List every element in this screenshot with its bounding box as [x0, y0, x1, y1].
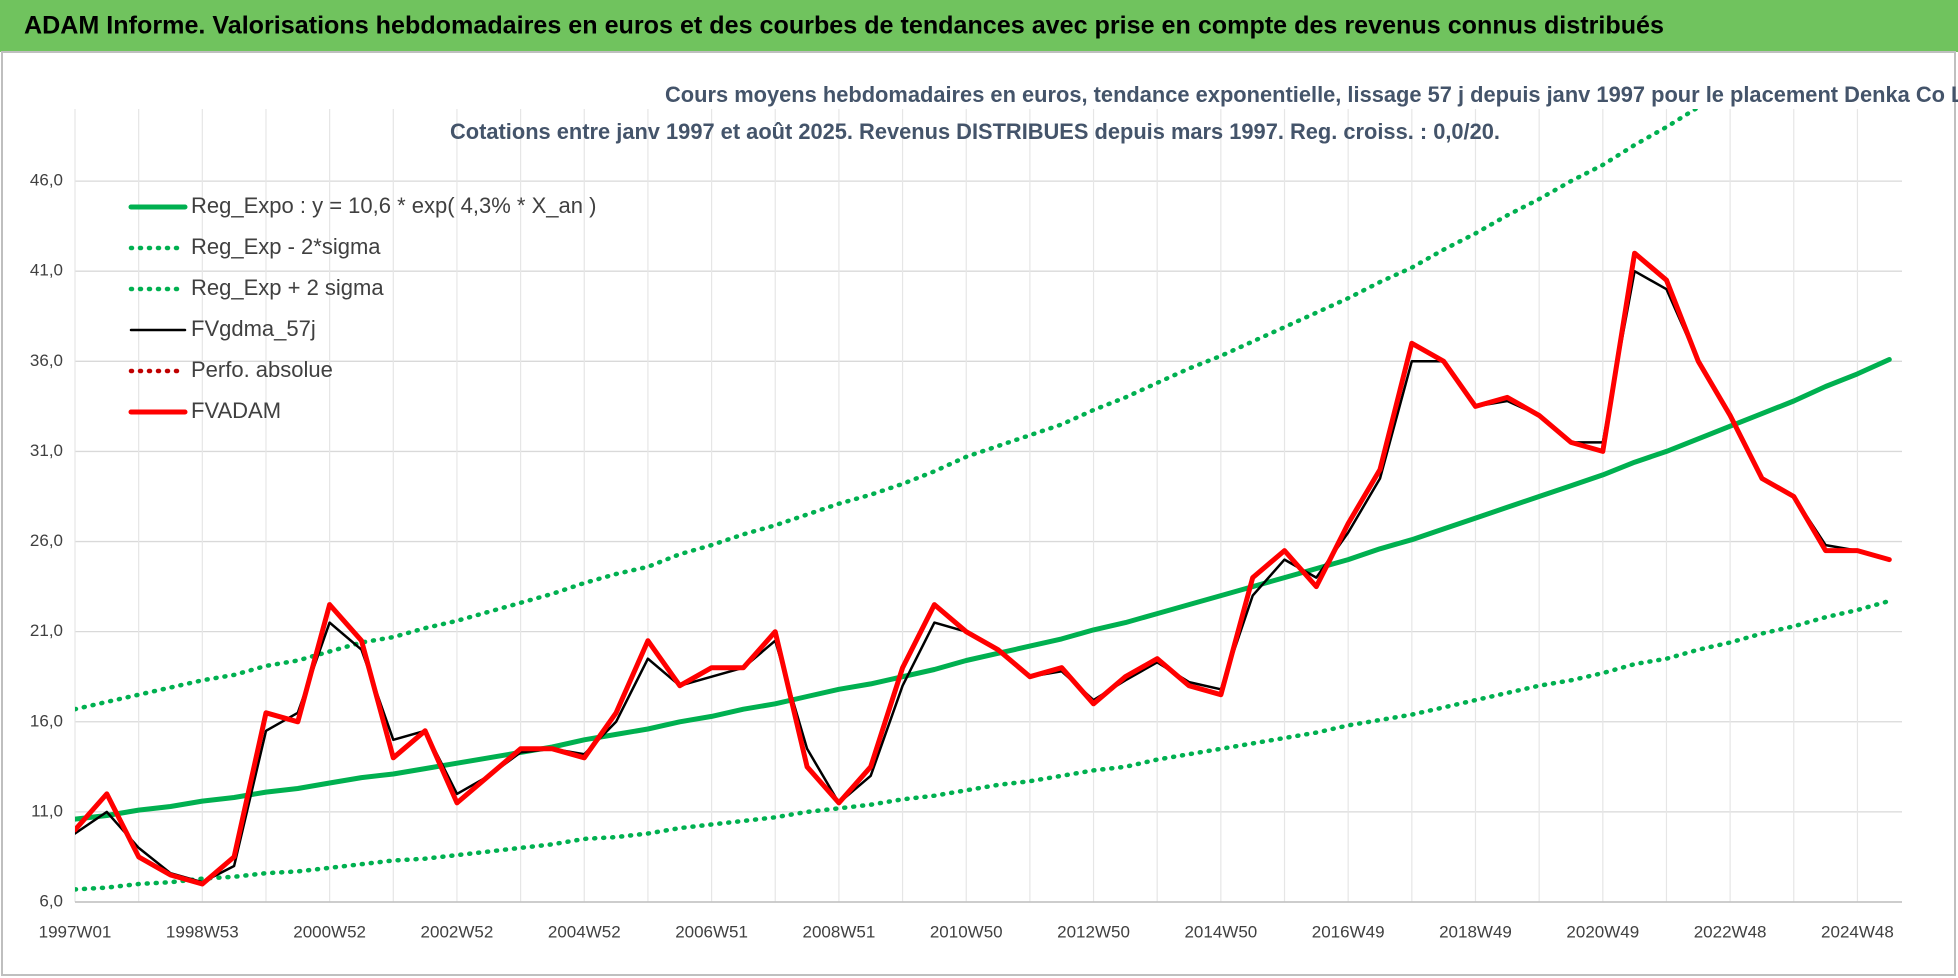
y-tick-label: 36,0 [30, 351, 63, 370]
legend-label: FVgdma_57j [191, 316, 316, 341]
y-tick-label: 26,0 [30, 531, 63, 550]
header-bar [0, 0, 1958, 52]
y-tick-label: 16,0 [30, 711, 63, 730]
y-tick-label: 11,0 [31, 801, 63, 820]
plot-lines [75, 109, 1892, 892]
x-tick-label: 1998W53 [166, 922, 239, 941]
x-tick-label: 2014W50 [1184, 922, 1257, 941]
x-tick-label: 2018W49 [1439, 922, 1512, 941]
series-line [75, 109, 1700, 712]
y-tick-label: 6,0 [39, 891, 63, 910]
legend-label: FVADAM [191, 398, 281, 423]
x-tick-label: 2012W50 [1057, 922, 1130, 941]
x-tick-label: 2022W48 [1694, 922, 1767, 941]
x-tick-label: 2016W49 [1312, 922, 1385, 941]
x-tick-label: 2002W52 [421, 922, 494, 941]
series-line [75, 357, 1892, 822]
legend-label: Perfo. absolue [191, 357, 333, 382]
x-tick-label: 2010W50 [930, 922, 1003, 941]
chart-title: Cours moyens hebdomadaires en euros, ten… [665, 82, 1958, 107]
y-tick-label: 41,0 [30, 261, 63, 280]
y-tick-label: 21,0 [30, 621, 63, 640]
legend: Reg_Expo : y = 10,6 * exp( 4,3% * X_an )… [128, 193, 596, 423]
legend-label: Reg_Exp + 2 sigma [191, 275, 384, 300]
series-line [75, 250, 1892, 887]
legend-label: Reg_Expo : y = 10,6 * exp( 4,3% * X_an ) [191, 193, 596, 218]
y-tick-label: 31,0 [30, 441, 63, 460]
series-line [75, 598, 1892, 892]
legend-label: Reg_Exp - 2*sigma [191, 234, 381, 259]
x-tick-label: 2000W52 [293, 922, 366, 941]
y-tick-label: 46,0 [30, 171, 63, 190]
x-tick-label: 2020W49 [1566, 922, 1639, 941]
x-tick-label: 1997W01 [39, 922, 112, 941]
header-title: ADAM Informe. Valorisations hebdomadaire… [24, 12, 1664, 40]
x-tick-label: 2006W51 [675, 922, 748, 941]
x-tick-label: 2004W52 [548, 922, 621, 941]
x-tick-label: 2024W48 [1821, 922, 1894, 941]
x-tick-label: 2008W51 [803, 922, 876, 941]
chart-border [1, 51, 1956, 976]
chart-subtitle: Cotations entre janv 1997 et août 2025. … [450, 119, 1500, 144]
